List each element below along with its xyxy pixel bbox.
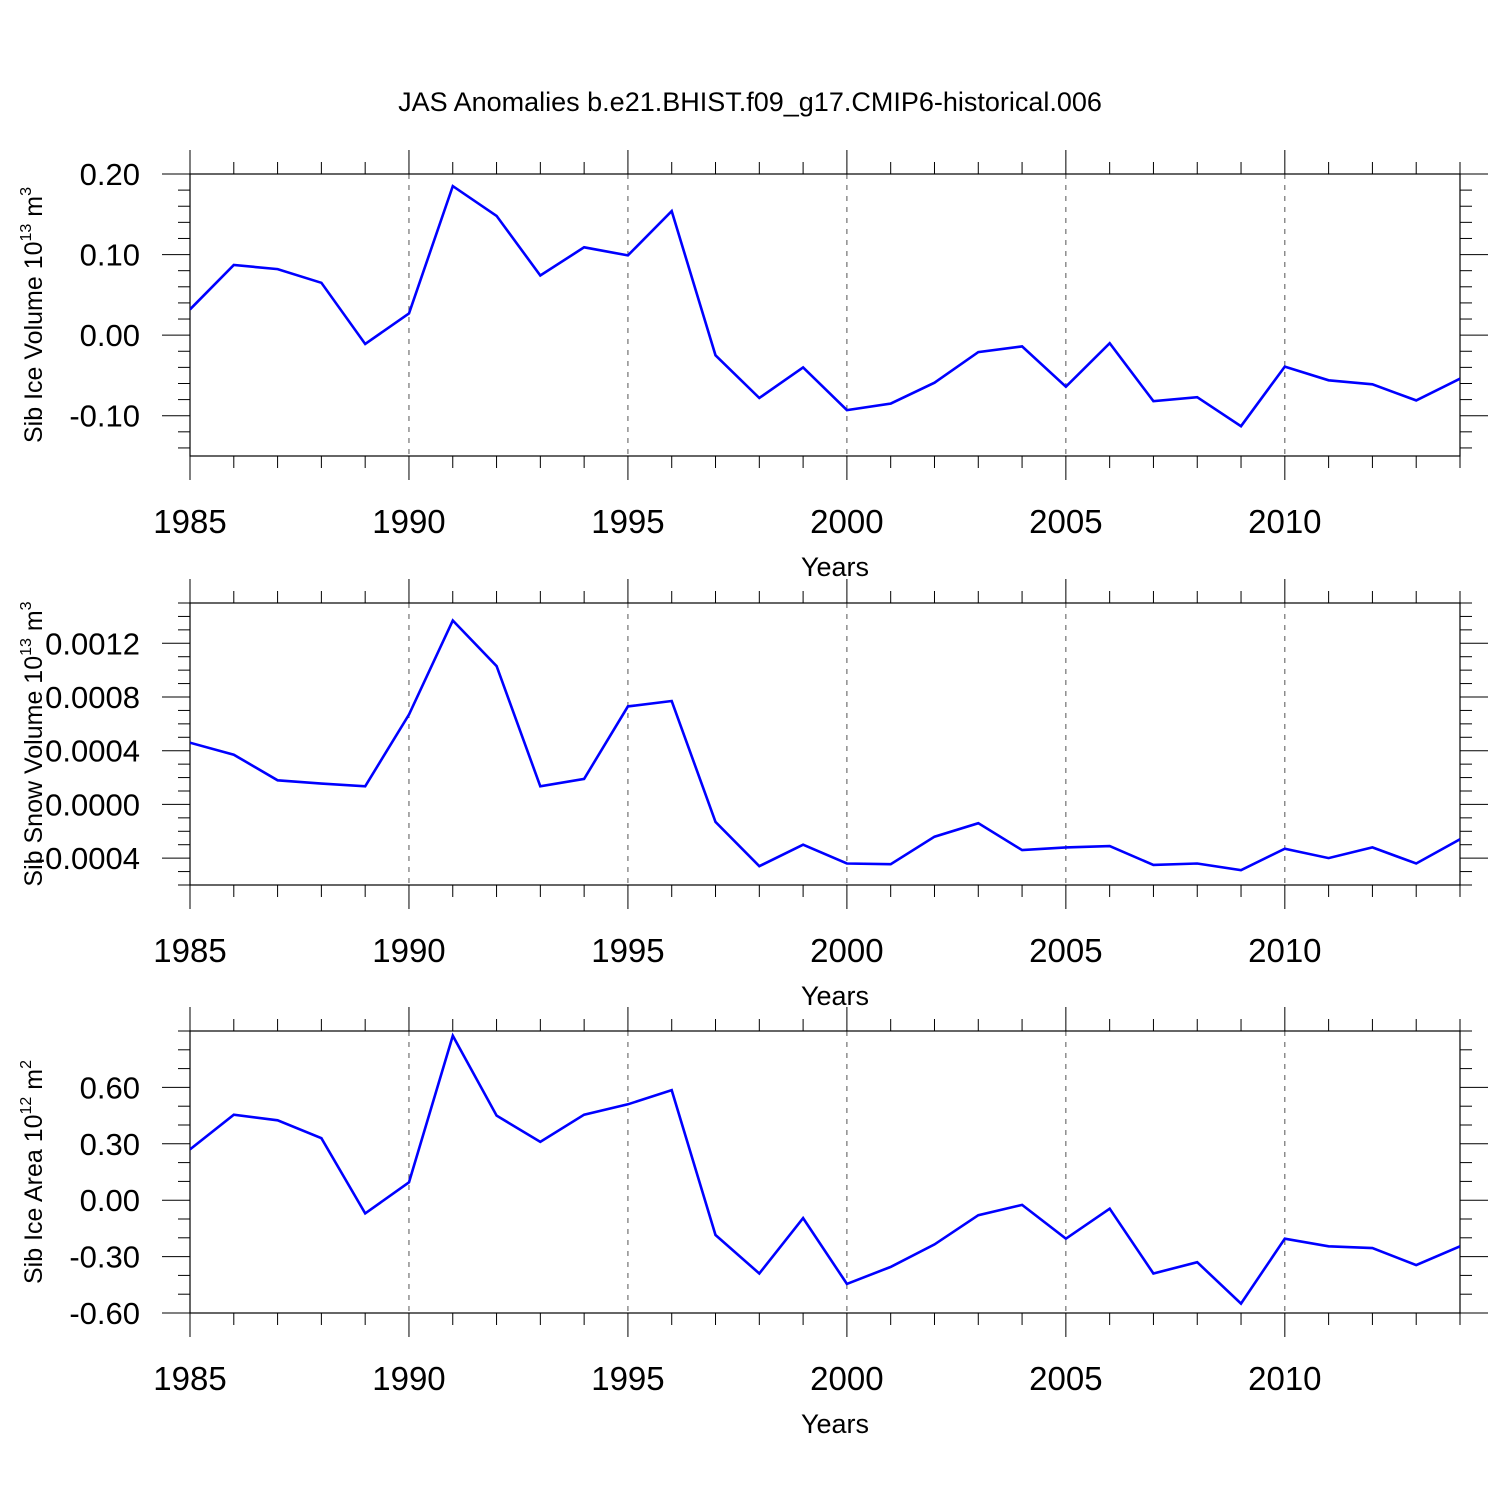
y-axis-title-unit-exponent: 3	[18, 601, 35, 610]
y-axis-title-unit: m	[20, 610, 48, 638]
y-axis-title-text: Sib Ice Area 10	[20, 1114, 48, 1284]
x-tick-label: 1990	[372, 932, 445, 969]
x-tick-label: 1985	[153, 503, 226, 540]
y-tick-label: -0.10	[69, 399, 140, 434]
y-tick-label: -0.0004	[35, 841, 140, 876]
y-axis-title-unit-exponent: 2	[18, 1060, 35, 1069]
y-axis-title-exponent: 13	[18, 638, 35, 656]
x-axis-title: Years	[801, 1409, 869, 1439]
y-axis-title-unit-exponent: 3	[18, 187, 35, 196]
plot-frame	[189, 1030, 1461, 1314]
y-axis-title-unit: m	[20, 1069, 48, 1097]
panel-2: 1985 1990 1995 2000 2005 2010 Years 0.0012 0.000…	[18, 579, 1488, 1011]
y-tick-label: 0.0000	[45, 787, 140, 822]
x-tick-label: 2000	[810, 503, 883, 540]
series-line	[190, 184, 1460, 428]
y-tick-label: -0.30	[69, 1240, 140, 1275]
x-tick-label: 2010	[1248, 1360, 1321, 1397]
x-tick-label: 1990	[372, 503, 445, 540]
y-tick-label: 0.10	[80, 238, 140, 273]
y-axis-title-exponent: 13	[18, 224, 35, 242]
x-tick-label: 2010	[1248, 503, 1321, 540]
y-axis-title-exponent: 12	[18, 1097, 35, 1115]
plot-frame	[189, 173, 1461, 457]
x-tick-label: 2010	[1248, 932, 1321, 969]
y-tick-label: 0.0008	[45, 680, 140, 715]
y-tick-label: 0.00	[80, 318, 140, 353]
y-axis-title: Sib Ice Area 1012 m2	[18, 1060, 48, 1284]
x-tick-label: 1995	[591, 1360, 664, 1397]
y-tick-label: 0.60	[80, 1070, 140, 1105]
y-tick-label: -0.60	[69, 1296, 140, 1331]
x-tick-label: 1995	[591, 932, 664, 969]
y-tick-label: 0.30	[80, 1127, 140, 1162]
x-tick-label: 2000	[810, 932, 883, 969]
y-axis-title-text: Sib Ice Volume 10	[20, 241, 48, 443]
y-axis-title: Sib Ice Volume 1013 m3	[18, 187, 48, 443]
x-tick-label: 2000	[810, 1360, 883, 1397]
x-tick-label: 1995	[591, 503, 664, 540]
y-axis-title-unit: m	[20, 196, 48, 224]
y-tick-label: 0.0012	[45, 626, 140, 661]
panel-1: 1985 1990 1995 2000 2005 2010 Years 0.20 0.10 0.0…	[18, 150, 1488, 582]
x-tick-label: 1985	[153, 1360, 226, 1397]
x-tick-label: 2005	[1029, 932, 1102, 969]
y-tick-label: 0.20	[80, 157, 140, 192]
series-line	[190, 618, 1460, 872]
x-axis-title: Years	[801, 552, 869, 582]
x-tick-label: 2005	[1029, 1360, 1102, 1397]
x-tick-label: 1990	[372, 1360, 445, 1397]
x-tick-label: 1985	[153, 932, 226, 969]
series-line	[190, 1032, 1460, 1306]
y-axis-title-text: Sib Snow Volume 10	[20, 656, 48, 887]
y-tick-label: 0.00	[80, 1183, 140, 1218]
y-tick-label: 0.0004	[45, 734, 140, 769]
figure-title: JAS Anomalies b.e21.BHIST.f09_g17.CMIP6-…	[398, 87, 1102, 117]
y-axis-title: Sib Snow Volume 1013 m3	[18, 601, 48, 886]
panel-3: 1985 1990 1995 2000 2005 2010 Years 0.60 0.30 0.0…	[18, 1007, 1488, 1439]
plots: 1985 1990 1995 2000 2005 2010 Years 0.20 0.10 0.0…	[18, 150, 1488, 1439]
x-tick-label: 2005	[1029, 503, 1102, 540]
x-axis-title: Years	[801, 981, 869, 1011]
